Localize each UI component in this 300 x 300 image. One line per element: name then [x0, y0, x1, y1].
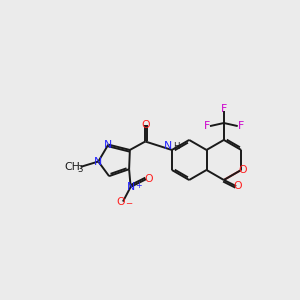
Text: N: N — [127, 182, 136, 192]
Text: H: H — [173, 142, 179, 152]
Text: CH: CH — [64, 162, 80, 172]
Text: F: F — [204, 121, 210, 131]
Text: F: F — [221, 104, 227, 114]
Text: O: O — [238, 165, 247, 175]
Text: N: N — [164, 141, 172, 151]
Text: −: − — [125, 198, 133, 207]
Text: O: O — [141, 119, 150, 130]
Text: O: O — [145, 174, 153, 184]
Text: +: + — [135, 181, 142, 190]
Text: N: N — [94, 157, 102, 166]
Text: F: F — [238, 121, 244, 131]
Text: N: N — [104, 140, 112, 150]
Text: O: O — [233, 181, 242, 191]
Text: 3: 3 — [77, 165, 83, 174]
Text: O: O — [116, 196, 125, 206]
